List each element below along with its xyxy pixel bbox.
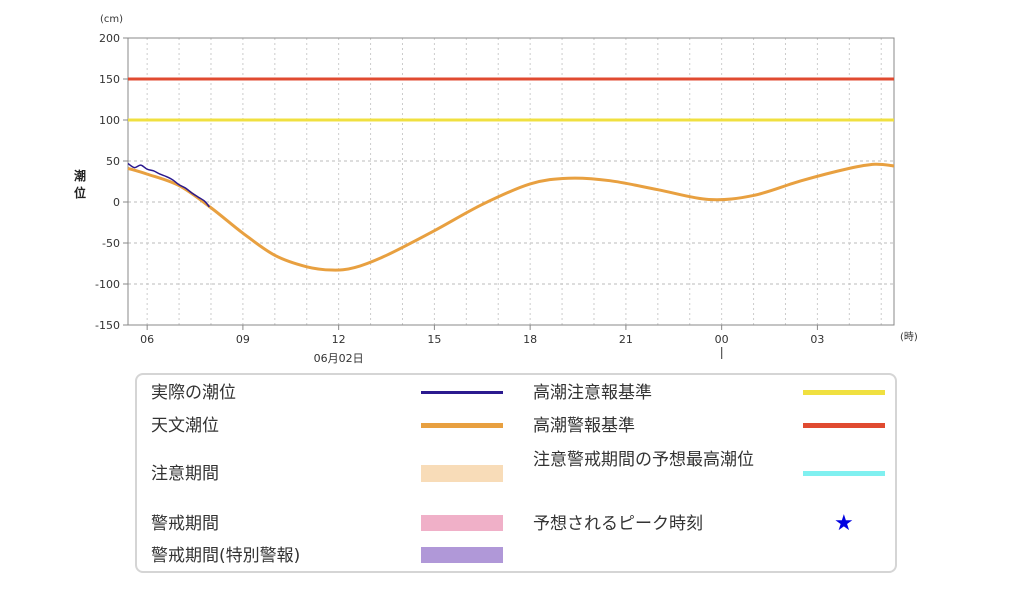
star-icon: ★ [834, 511, 854, 536]
astronomical-tide-line [127, 162, 895, 272]
y-tick-label: 0 [113, 196, 120, 209]
y-axis-label-char: 潮 [74, 168, 86, 183]
legend: 実際の潮位 天文潮位 注意期間 警戒期間 警戒期間(特別警報) 高潮注意報基準 … [135, 373, 897, 573]
plot-area [127, 37, 895, 326]
date-label: 06月02日 [314, 352, 364, 365]
y-tick-label: 200 [99, 32, 120, 45]
legend-label-peak-time: 予想されるピーク時刻 [533, 514, 703, 534]
y-tick-label: 150 [99, 73, 120, 86]
chart-grid [128, 38, 894, 325]
y-axis-label-char: 位 [74, 185, 86, 200]
y-tick-label: 50 [106, 155, 120, 168]
y-tick-label: -50 [102, 237, 120, 250]
x-axis-ticks: 06 09 12 15 18 21 00 03 [140, 325, 824, 359]
legend-swatch-actual-tide [421, 391, 503, 394]
legend-swatch-astronomical-tide [421, 423, 503, 428]
tide-series [127, 162, 895, 272]
legend-swatch-forecast-max-tide [803, 471, 885, 476]
legend-label-tide-warning-level: 高潮警報基準 [533, 416, 635, 436]
y-tick-label: -100 [95, 278, 120, 291]
x-axis-unit: (時) [900, 331, 918, 343]
x-tick-label: 15 [427, 333, 441, 346]
legend-label-tide-advisory-level: 高潮注意報基準 [533, 383, 652, 403]
x-tick-label: 21 [619, 333, 633, 346]
reference-lines [128, 77, 894, 122]
legend-label-forecast-max-tide: 注意警戒期間の予想最高潮位 [533, 450, 754, 470]
y-axis-ticks: -150 -100 -50 0 50 100 150 200 [95, 32, 128, 332]
legend-swatch-tide-advisory-level [803, 390, 885, 395]
y-tick-label: 100 [99, 114, 120, 127]
x-tick-label: 09 [236, 333, 250, 346]
x-tick-label: 12 [332, 333, 346, 346]
y-axis-label: 潮位 [74, 168, 86, 200]
legend-label-astronomical-tide: 天文潮位 [151, 416, 219, 436]
x-tick-label: 03 [810, 333, 824, 346]
x-tick-label: 06 [140, 333, 154, 346]
legend-swatch-warning-period [421, 515, 503, 531]
legend-label-warning-period: 警戒期間 [151, 514, 219, 534]
legend-swatch-caution-period [421, 465, 503, 482]
legend-label-actual-tide: 実際の潮位 [151, 383, 236, 403]
x-tick-label: 00 [715, 333, 729, 346]
legend-label-caution-period: 注意期間 [151, 464, 219, 484]
legend-swatch-tide-warning-level [803, 423, 885, 428]
actual-tide-line [127, 162, 210, 208]
x-tick-label: 18 [523, 333, 537, 346]
legend-swatch-special-warning-period [421, 547, 503, 563]
y-axis-unit: (cm) [100, 14, 123, 25]
y-tick-label: -150 [95, 319, 120, 332]
legend-label-special-warning-period: 警戒期間(特別警報) [151, 546, 301, 566]
tide-chart: -150 -100 -50 0 50 100 150 200 06 09 12 15 18 21 00 03… [74, 14, 918, 365]
